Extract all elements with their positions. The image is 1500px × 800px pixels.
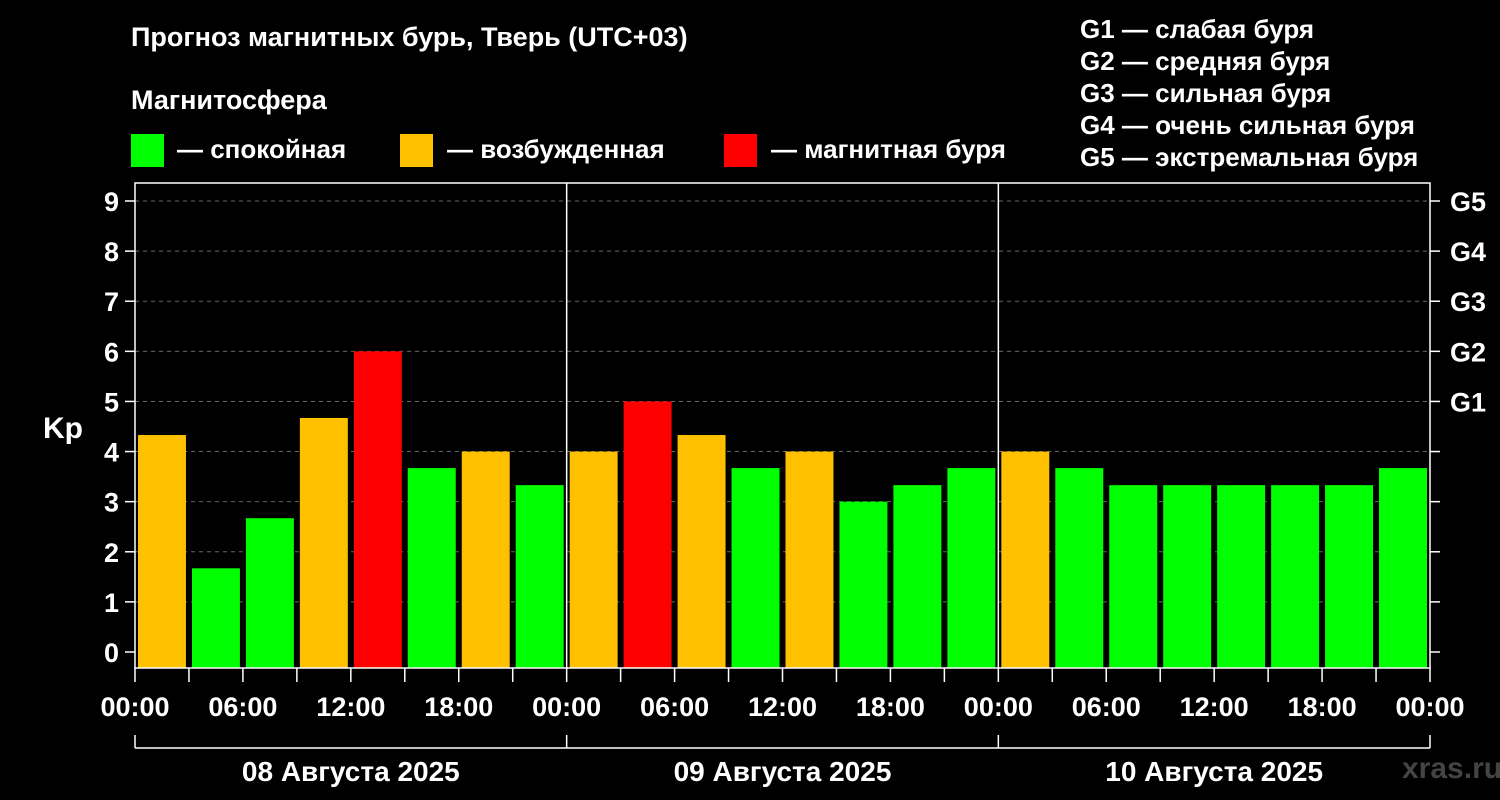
- kp-bar: [515, 485, 564, 668]
- kp-bar: [623, 401, 672, 668]
- legend-swatch-storm: [724, 134, 757, 167]
- legend-label-quiet: — спокойная: [177, 134, 347, 164]
- kp-bar: [1109, 485, 1158, 668]
- chart-title: Прогноз магнитных бурь, Тверь (UTC+03): [131, 22, 688, 52]
- g5-description: G5 — экстремальная буря: [1080, 142, 1419, 172]
- x-tick-label: 18:00: [424, 692, 493, 722]
- kp-bar: [1379, 468, 1427, 668]
- x-tick-label: 12:00: [1180, 692, 1249, 722]
- legend-label-active: — возбужденная: [447, 134, 665, 164]
- y-tick-label: 3: [104, 488, 119, 518]
- x-tick-label: 06:00: [640, 692, 709, 722]
- legend-swatch-quiet: [131, 134, 164, 167]
- day-label: 08 Августа 2025: [242, 756, 460, 787]
- g1-description: G1 — слабая буря: [1080, 14, 1315, 44]
- kp-bar: [1271, 485, 1320, 668]
- y-axis-label: Kp: [43, 412, 83, 445]
- x-tick-label: 00:00: [532, 692, 601, 722]
- legend-label-storm: — магнитная буря: [771, 134, 1006, 164]
- g4-description: G4 — очень сильная буря: [1080, 110, 1415, 140]
- kp-bar: [1163, 485, 1212, 668]
- day-label: 10 Августа 2025: [1105, 756, 1323, 787]
- kp-bar: [947, 468, 996, 668]
- kp-bar: [1001, 451, 1050, 668]
- y-tick-label: 8: [104, 237, 119, 267]
- kp-bar: [407, 468, 456, 668]
- x-tick-label: 18:00: [856, 692, 925, 722]
- y-tick-label: 0: [104, 638, 119, 668]
- watermark: xras.ru: [1402, 752, 1500, 785]
- g2-description: G2 — средняя буря: [1080, 46, 1331, 76]
- x-tick-label: 00:00: [964, 692, 1033, 722]
- g-tick-label: G2: [1450, 337, 1486, 367]
- kp-bar: [138, 435, 186, 668]
- g-tick-label: G3: [1450, 287, 1486, 317]
- day-label: 09 Августа 2025: [674, 756, 892, 787]
- x-tick-label: 18:00: [1288, 692, 1357, 722]
- g-tick-label: G1: [1450, 387, 1486, 417]
- kp-bar: [245, 518, 294, 668]
- magnetosphere-label: Магнитосфера: [131, 85, 327, 115]
- x-tick-label: 12:00: [748, 692, 817, 722]
- kp-bar: [731, 468, 780, 668]
- y-tick-label: 4: [104, 438, 119, 468]
- kp-bar: [1217, 485, 1266, 668]
- legend-swatch-active: [400, 134, 433, 167]
- kp-bar: [1325, 485, 1374, 668]
- kp-bar: [461, 451, 510, 668]
- g-tick-label: G5: [1450, 187, 1486, 217]
- kp-bar: [299, 417, 348, 668]
- x-tick-label: 06:00: [1072, 692, 1141, 722]
- kp-bar: [353, 351, 402, 668]
- y-tick-label: 1: [104, 588, 119, 618]
- x-tick-label: 00:00: [100, 692, 169, 722]
- kp-bar: [1055, 468, 1104, 668]
- kp-bar: [569, 451, 618, 668]
- x-tick-label: 12:00: [316, 692, 385, 722]
- g-tick-label: G4: [1450, 237, 1486, 267]
- kp-bar: [839, 501, 888, 668]
- y-tick-label: 6: [104, 337, 119, 367]
- kp-bar: [785, 451, 834, 668]
- x-tick-label: 00:00: [1395, 692, 1464, 722]
- g3-description: G3 — сильная буря: [1080, 78, 1332, 108]
- y-tick-label: 5: [104, 387, 119, 417]
- y-tick-label: 2: [104, 538, 119, 568]
- kp-bar: [893, 485, 942, 668]
- x-tick-label: 06:00: [208, 692, 277, 722]
- y-tick-label: 9: [104, 187, 119, 217]
- kp-bar: [191, 568, 240, 668]
- kp-bar: [677, 435, 726, 668]
- y-tick-label: 7: [104, 287, 119, 317]
